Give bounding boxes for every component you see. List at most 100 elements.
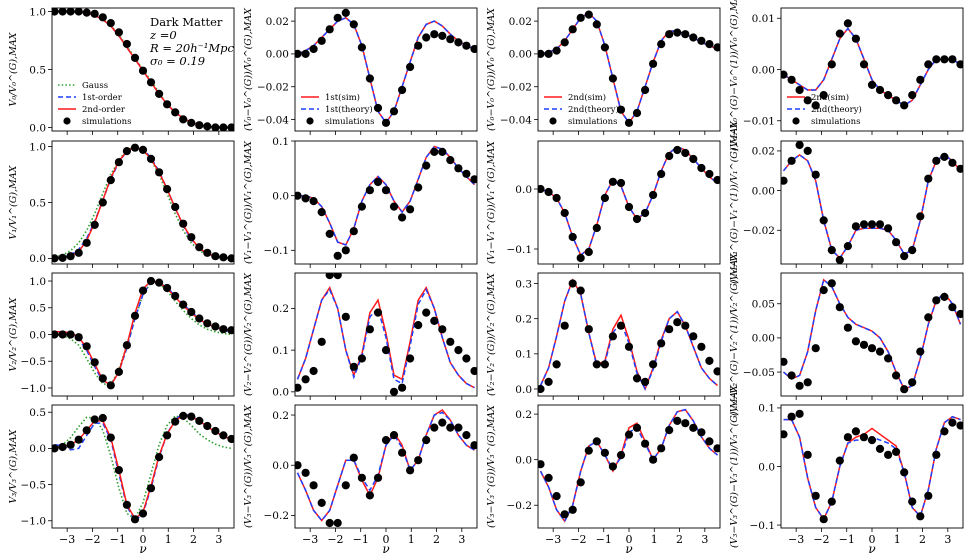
y-tick-label: 0.0 bbox=[272, 387, 289, 399]
sim-point bbox=[956, 309, 963, 319]
panel-r3c1: −3 −2 −1 0 1 2 3 ν −0.2 0.0 0.2 (V₃−V₃^(G))/V₃^(G),… bbox=[243, 404, 478, 556]
sim-point bbox=[948, 303, 957, 312]
y-tick-label: 0.0 bbox=[515, 454, 532, 466]
sim-point bbox=[552, 360, 561, 369]
x-tick-label: 2 bbox=[433, 533, 440, 546]
sim-point bbox=[203, 248, 212, 257]
sim-point bbox=[657, 40, 666, 49]
sim-point bbox=[892, 371, 901, 380]
y-tick-label: −0.02 bbox=[743, 225, 775, 237]
sim-point bbox=[82, 342, 91, 351]
axes-frame bbox=[51, 140, 235, 265]
axes-frame bbox=[780, 272, 964, 397]
panel-r3c2: −3 −2 −1 0 1 2 3 ν −0.2 0.0 0.2 (V₃−V₃^(G))/V₃^(G),… bbox=[486, 404, 721, 556]
sim-point bbox=[819, 515, 828, 524]
sim-point bbox=[538, 460, 545, 469]
x-tick-label: 2 bbox=[676, 533, 683, 546]
series-gauss bbox=[54, 414, 232, 520]
y-tick-label: 0.0 bbox=[272, 190, 289, 202]
sim-point bbox=[544, 49, 553, 59]
sim-point bbox=[52, 444, 59, 453]
y-axis-label: V₃/V₃^(G),MAX bbox=[8, 428, 19, 503]
sim-point bbox=[560, 208, 569, 218]
sim-point bbox=[803, 450, 812, 459]
y-tick-label: 0.02 bbox=[509, 16, 532, 28]
y-tick-label: 0.5 bbox=[29, 303, 46, 315]
sim-point bbox=[219, 431, 228, 440]
sim-point bbox=[673, 28, 682, 37]
legend-label: simulations bbox=[811, 117, 861, 127]
sim-point bbox=[203, 421, 212, 431]
axes-frame bbox=[780, 404, 964, 529]
sim-point bbox=[227, 123, 234, 131]
sim-point bbox=[179, 411, 188, 420]
sim-point bbox=[787, 75, 796, 84]
sim-point bbox=[454, 164, 463, 173]
x-tick-label: 0 bbox=[140, 533, 147, 546]
sim-point bbox=[592, 20, 601, 29]
x-tick-label: 3 bbox=[458, 533, 465, 546]
legend-marker bbox=[549, 117, 557, 125]
sim-point bbox=[781, 70, 788, 79]
sim-point bbox=[843, 242, 853, 251]
y-axis-label: (V₁−V₁^(G))/V₁^(G),MAX bbox=[486, 140, 497, 264]
sim-point bbox=[130, 311, 140, 320]
sim-point bbox=[884, 354, 893, 363]
y-tick-label: −0.04 bbox=[500, 114, 532, 126]
y-tick-label: 0.01 bbox=[752, 13, 775, 25]
sim-point bbox=[616, 105, 626, 114]
sim-point bbox=[406, 466, 415, 475]
sim-point bbox=[859, 340, 869, 349]
sim-point bbox=[114, 158, 123, 167]
legend-label: 2nd-order bbox=[82, 105, 126, 115]
y-tick-label: 0.0 bbox=[758, 461, 775, 473]
sim-point bbox=[219, 123, 228, 131]
sim-point bbox=[948, 55, 957, 64]
y-axis-label: (V₁−V₁^(G)−V₁^(1))/V₁^(G),MAX bbox=[729, 120, 740, 284]
sim-point bbox=[203, 319, 212, 328]
sim-point bbox=[295, 49, 302, 58]
y-tick-label: −1.0 bbox=[21, 516, 47, 528]
sim-point bbox=[665, 325, 674, 334]
sim-point bbox=[195, 121, 204, 130]
series-first bbox=[296, 287, 475, 389]
sim-point bbox=[446, 337, 455, 346]
sim-point bbox=[52, 8, 59, 16]
sim-point bbox=[301, 49, 310, 59]
y-tick-label: 0.00 bbox=[752, 185, 775, 197]
sim-point bbox=[163, 185, 172, 194]
y-tick-label: 0.5 bbox=[29, 197, 46, 209]
sim-point bbox=[171, 202, 180, 212]
sim-point bbox=[438, 147, 447, 156]
sim-point bbox=[349, 362, 358, 371]
sim-point bbox=[146, 276, 156, 286]
x-tick-label: −3 bbox=[545, 533, 561, 546]
sim-point bbox=[608, 74, 618, 83]
sim-point bbox=[301, 194, 310, 203]
panel-r2c3: −0.05 0.00 0.05 (V₂−V₂^(G)−V₂^(1))/V₂^(G),M… bbox=[729, 252, 964, 416]
series-gauss bbox=[54, 145, 232, 260]
legend-label: 1st(sim) bbox=[325, 92, 360, 103]
sim-point bbox=[438, 325, 447, 334]
axes-frame bbox=[780, 7, 964, 132]
sim-point bbox=[414, 456, 423, 465]
y-tick-label: −0.1 bbox=[264, 245, 290, 257]
sim-point bbox=[325, 229, 334, 238]
x-tick-label: 1 bbox=[165, 533, 172, 546]
sim-point bbox=[689, 332, 698, 341]
y-tick-label: 0.3 bbox=[515, 278, 532, 290]
sim-point bbox=[430, 316, 439, 325]
y-tick-label: 0.1 bbox=[272, 136, 289, 148]
sim-point bbox=[916, 512, 925, 521]
legend-label: 1st(theory) bbox=[325, 104, 373, 115]
x-tick-label: −2 bbox=[570, 533, 586, 546]
sim-point bbox=[568, 232, 577, 242]
sim-point bbox=[365, 74, 374, 83]
sim-point bbox=[576, 253, 585, 263]
sim-point bbox=[438, 418, 447, 427]
y-tick-label: −0.2 bbox=[264, 510, 290, 522]
sim-point bbox=[900, 101, 909, 110]
y-tick-label: 0.0 bbox=[272, 460, 289, 472]
sim-point bbox=[827, 497, 836, 506]
y-tick-label: 0.00 bbox=[266, 49, 289, 61]
